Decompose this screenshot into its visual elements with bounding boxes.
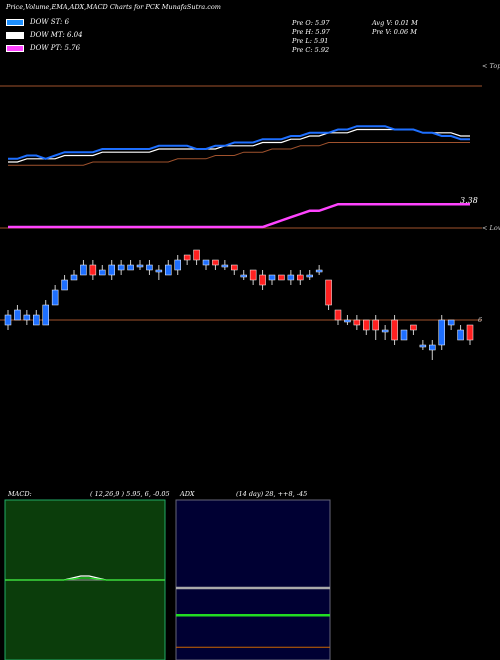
candle-body [193, 249, 200, 261]
candle-body [240, 274, 247, 278]
legend-swatch-pt [6, 44, 24, 52]
candle-body [42, 304, 49, 326]
candle-body [221, 264, 229, 268]
candle-body [363, 319, 370, 331]
candle-body [89, 264, 97, 276]
macd-panel-bg [4, 499, 166, 660]
candle-body [297, 274, 304, 281]
candle-body [353, 319, 361, 326]
stat-pre-low: Pre L: 5.91 [292, 37, 329, 45]
candles [4, 249, 474, 360]
candle-body [183, 254, 191, 261]
legend-dow-st: DOW ST: 6 [6, 18, 69, 26]
candle-body [344, 319, 351, 323]
candle-body [372, 319, 379, 331]
candle-body [80, 264, 87, 276]
candle-body [447, 319, 455, 326]
price-chart [0, 85, 482, 360]
adx-series [176, 586, 330, 648]
candle-body [70, 274, 78, 281]
candle-body [136, 264, 144, 268]
candle-body [287, 274, 295, 281]
last-price-label: 3.38 [460, 196, 478, 205]
macd-params: ( 12,26,9 ) 5.95, 6, -0.05 [90, 490, 170, 498]
candle-body [315, 269, 323, 273]
candle-body [4, 314, 12, 326]
mid-tag: 6 [478, 316, 483, 324]
adx-params: (14 day) 28, ++8, -45 [236, 490, 308, 498]
candle-body [334, 309, 342, 321]
legend-label-st: DOW ST: 6 [30, 18, 70, 26]
candle-body [306, 274, 313, 278]
candle-body [381, 329, 389, 333]
chart-title: Price,Volume,EMA,ADX,MACD Charts for PCK… [6, 3, 221, 11]
lows-tag: < Lows [482, 224, 500, 232]
legend-swatch-st [6, 18, 24, 26]
candle-body [155, 269, 163, 273]
legend-dow-pt: DOW PT: 5.76 [6, 44, 80, 52]
tops-tag: < Tops [482, 62, 500, 70]
legend-label-mt: DOW MT: 6.04 [30, 31, 83, 39]
candle-body [259, 274, 266, 286]
candle-body [212, 259, 219, 266]
stat-pre-open: Pre O: 5.97 [292, 19, 330, 27]
candle-body [202, 259, 210, 266]
legend-swatch-mt [6, 31, 24, 39]
candle-body [146, 264, 153, 271]
candle-body [23, 314, 31, 321]
candle-body [438, 319, 445, 346]
macd-series-line [5, 575, 165, 581]
candle-body [419, 344, 427, 348]
legend-label-pt: DOW PT: 5.76 [30, 44, 81, 52]
candle-body [174, 259, 181, 271]
candle-body [127, 264, 134, 271]
candle-body [429, 344, 436, 351]
adx-panel-bg [175, 499, 331, 660]
candle-body [278, 274, 285, 281]
pt-line [8, 202, 470, 229]
candle-body [108, 264, 115, 276]
adx-title: ADX [180, 490, 195, 498]
candle-body [268, 274, 276, 281]
macd-series-line [5, 577, 165, 581]
candle-body [99, 269, 106, 276]
candle-body [249, 269, 257, 281]
candle-body [33, 314, 40, 326]
macd-series [5, 575, 165, 581]
candle-body [51, 289, 59, 306]
candle-body [457, 329, 464, 341]
ema-mid-line [8, 128, 470, 163]
candle-body [61, 279, 68, 291]
candle-body [14, 309, 21, 321]
candle-body [466, 324, 474, 341]
candle-body [231, 264, 238, 271]
candle-body [165, 264, 172, 276]
candle-body [391, 319, 398, 341]
candle-body [410, 324, 417, 331]
candle-body [325, 279, 332, 306]
macd-title: MACD: [8, 490, 32, 498]
ema-short-line [8, 125, 470, 160]
legend-dow-mt: DOW MT: 6.04 [6, 31, 83, 39]
candle-body [117, 264, 125, 271]
stat-pre-close: Pre C: 5.92 [292, 46, 330, 54]
stat-pre-volume: Pre V: 0.06 M [372, 28, 417, 36]
ema-lines [8, 125, 470, 229]
ema-long-line [8, 142, 470, 166]
candle-body [400, 329, 408, 341]
stat-pre-high: Pre H: 5.97 [292, 28, 330, 36]
stat-avg-volume: Avg V: 0.01 M [372, 19, 418, 27]
